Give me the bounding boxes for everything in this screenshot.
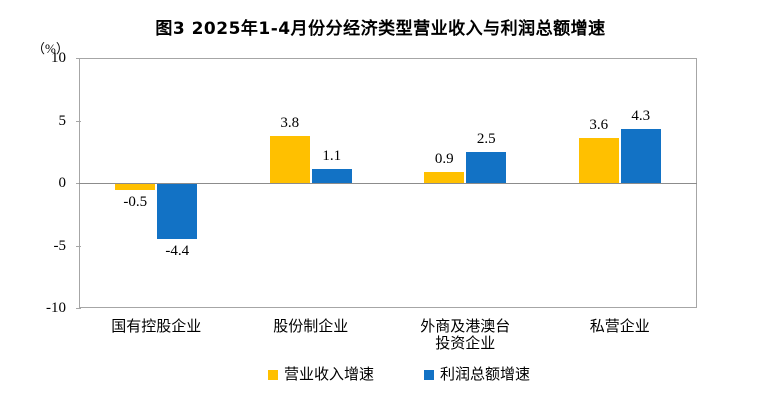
chart-title: 图3 2025年1-4月份分经济类型营业收入与利润总额增速 (155, 19, 606, 39)
category-label-3: 私营企业 (589, 319, 650, 335)
bar-s1-c0 (157, 184, 198, 239)
bar-value-label: 3.6 (589, 117, 609, 133)
bar-s1-c3 (620, 129, 661, 183)
category-label-2: 外商及港澳台 投资企业 (420, 319, 511, 352)
y-tick-label: 0 (58, 175, 67, 191)
y-axis-unit-label: （%） (32, 41, 69, 56)
bar-value-label: -0.5 (123, 194, 148, 211)
bar-value-label: 2.5 (476, 130, 496, 147)
y-tick-mark (76, 58, 81, 59)
legend-label: 利润总额增速 (440, 367, 531, 383)
legend-swatch (424, 370, 434, 380)
bar-s1-c1 (311, 169, 352, 183)
y-tick-mark (76, 120, 81, 122)
legend-item: 营业收入增速 (267, 367, 374, 383)
category-label-0: 国有控股企业 (111, 319, 202, 335)
y-tick-label: -10 (46, 300, 66, 316)
bar-s0-c2 (424, 171, 465, 183)
bar-value-label: 4.3 (631, 108, 651, 125)
legend-item: 利润总额增速 (424, 367, 530, 383)
y-tick-mark (76, 308, 81, 309)
y-tick-label: 10 (51, 50, 66, 66)
y-tick-mark (76, 183, 81, 184)
legend-label: 营业收入增速 (283, 367, 374, 383)
bar-s0-c0 (115, 184, 156, 191)
bar-value-label: -4.4 (165, 243, 190, 259)
y-tick-label: -5 (53, 237, 67, 254)
bar-s1-c2 (466, 151, 507, 183)
bar-s0-c1 (269, 135, 310, 183)
legend-swatch (267, 370, 278, 380)
bar-s0-c3 (578, 138, 619, 183)
bar-value-label: 3.8 (280, 114, 300, 131)
bar-value-label: 1.1 (322, 148, 342, 165)
y-tick-mark (76, 245, 81, 247)
y-tick-label: 5 (58, 112, 67, 129)
zero-line (79, 183, 697, 184)
category-label-1: 股份制企业 (273, 319, 349, 335)
legend: 营业收入增速 利润总额增速 (90, 367, 708, 383)
bar-value-label: 0.9 (434, 150, 454, 167)
